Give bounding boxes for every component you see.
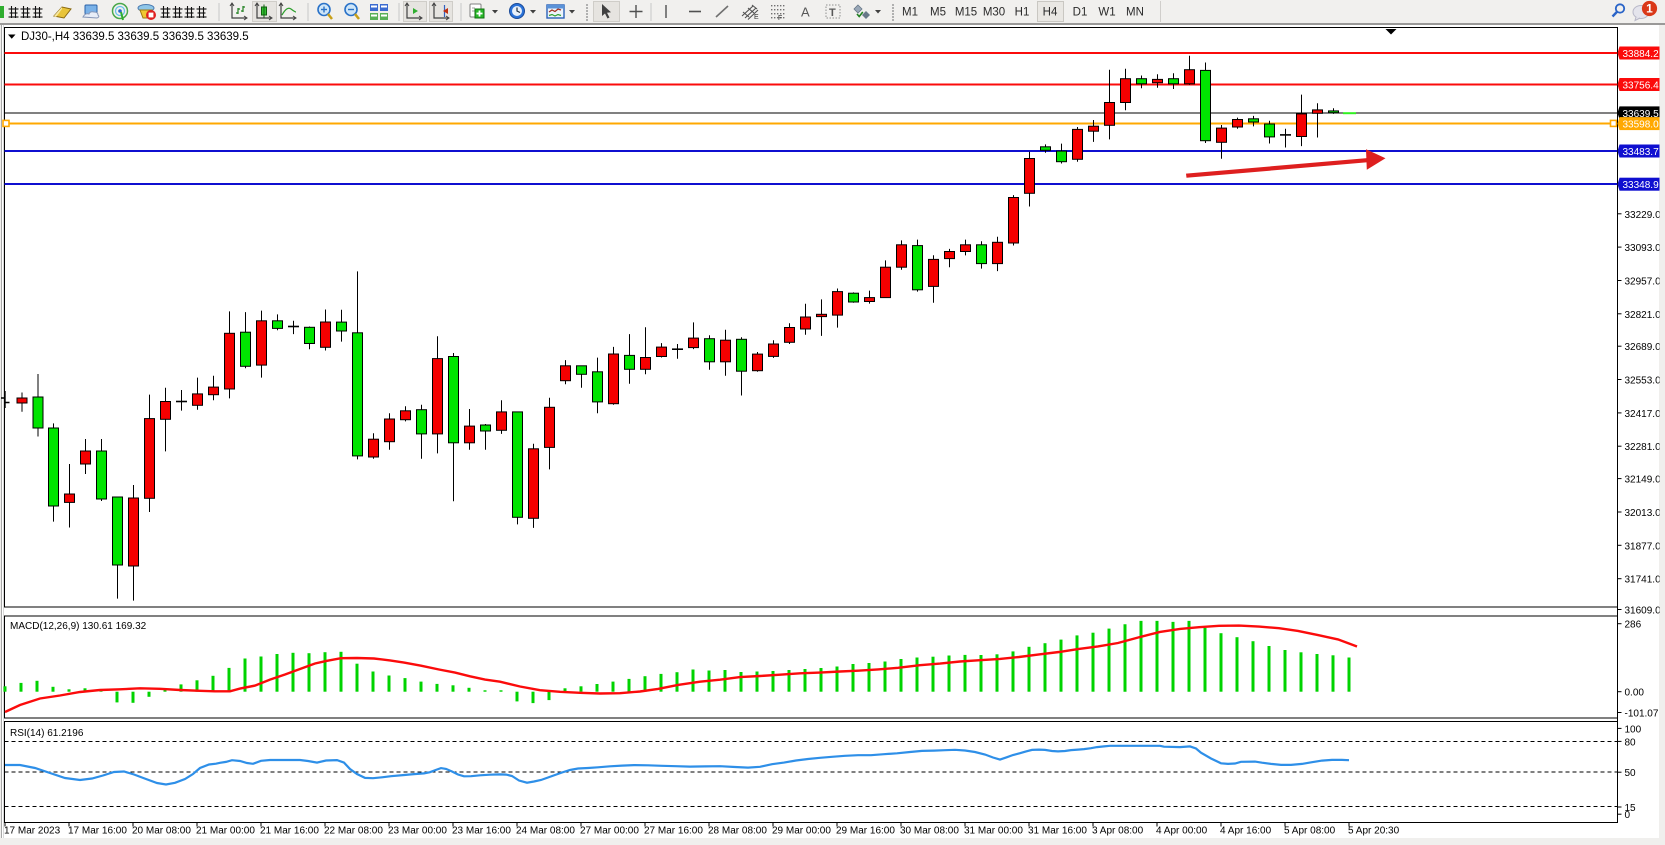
svg-text:E: E	[754, 14, 759, 21]
svg-text:32689.0: 32689.0	[1625, 342, 1662, 353]
svg-text:M5: M5	[930, 7, 946, 19]
svg-text:31 Mar 16:00: 31 Mar 16:00	[1028, 826, 1087, 837]
svg-text:17 Mar 16:00: 17 Mar 16:00	[68, 826, 127, 837]
svg-text:RSI(14) 61.2196: RSI(14) 61.2196	[10, 728, 84, 739]
svg-text:31 Mar 00:00: 31 Mar 00:00	[964, 826, 1023, 837]
svg-text:33348.9: 33348.9	[1623, 180, 1660, 191]
svg-text:31609.0: 31609.0	[1625, 606, 1662, 617]
svg-text:H4: H4	[1043, 7, 1058, 19]
svg-text:33884.2: 33884.2	[1623, 49, 1660, 60]
svg-text:DJ30-,H4 33639.5 33639.5 3363: DJ30-,H4 33639.5 33639.5 33639.5 33639.5	[21, 31, 249, 43]
svg-text:33093.0: 33093.0	[1625, 243, 1662, 254]
svg-text:F: F	[778, 15, 782, 22]
svg-text:4 Apr 16:00: 4 Apr 16:00	[1220, 826, 1272, 837]
svg-text:0: 0	[1625, 810, 1631, 821]
svg-text:-101.07: -101.07	[1625, 709, 1659, 720]
svg-text:MN: MN	[1126, 7, 1144, 19]
svg-text:MACD(12,26,9) 130.61 169.32: MACD(12,26,9) 130.61 169.32	[10, 621, 147, 632]
svg-text:3 Apr 08:00: 3 Apr 08:00	[1092, 826, 1144, 837]
svg-text:80: 80	[1625, 737, 1637, 748]
svg-text:29 Mar 16:00: 29 Mar 16:00	[836, 826, 895, 837]
svg-text:D1: D1	[1073, 7, 1088, 19]
svg-text:32281.0: 32281.0	[1625, 442, 1662, 453]
svg-text:5 Apr 20:30: 5 Apr 20:30	[1348, 826, 1400, 837]
svg-text:33229.0: 33229.0	[1625, 210, 1662, 221]
svg-text:T: T	[829, 7, 836, 19]
svg-text:31877.0: 31877.0	[1625, 541, 1662, 552]
svg-text:1: 1	[1646, 2, 1653, 16]
svg-text:22 Mar 08:00: 22 Mar 08:00	[324, 826, 383, 837]
svg-text:17 Mar 2023: 17 Mar 2023	[4, 826, 61, 837]
svg-text:27 Mar 00:00: 27 Mar 00:00	[580, 826, 639, 837]
svg-text:33598.0: 33598.0	[1623, 120, 1660, 131]
svg-text:33483.7: 33483.7	[1623, 147, 1660, 158]
svg-text:28 Mar 08:00: 28 Mar 08:00	[708, 826, 767, 837]
svg-text:A: A	[801, 5, 810, 20]
svg-text:20 Mar 08:00: 20 Mar 08:00	[132, 826, 191, 837]
svg-text:W1: W1	[1098, 7, 1115, 19]
svg-text:33756.4: 33756.4	[1623, 81, 1660, 92]
svg-text:M15: M15	[955, 7, 977, 19]
svg-text:32013.0: 32013.0	[1625, 508, 1662, 519]
svg-text:4 Apr 00:00: 4 Apr 00:00	[1156, 826, 1208, 837]
svg-text:M1: M1	[902, 7, 918, 19]
svg-text:M30: M30	[983, 7, 1005, 19]
svg-text:100: 100	[1625, 724, 1642, 735]
svg-text:H1: H1	[1015, 7, 1030, 19]
svg-text:50: 50	[1625, 768, 1637, 779]
svg-text:23 Mar 16:00: 23 Mar 16:00	[452, 826, 511, 837]
svg-text:32957.0: 32957.0	[1625, 277, 1662, 288]
svg-text:30 Mar 08:00: 30 Mar 08:00	[900, 826, 959, 837]
svg-text:286: 286	[1625, 620, 1642, 631]
svg-text:5 Apr 08:00: 5 Apr 08:00	[1284, 826, 1336, 837]
svg-text:0.00: 0.00	[1625, 688, 1645, 699]
svg-text:21 Mar 16:00: 21 Mar 16:00	[260, 826, 319, 837]
svg-text:32821.0: 32821.0	[1625, 310, 1662, 321]
svg-text:31741.0: 31741.0	[1625, 575, 1662, 586]
svg-text:29 Mar 00:00: 29 Mar 00:00	[772, 826, 831, 837]
svg-text:32553.0: 32553.0	[1625, 376, 1662, 387]
svg-text:32417.0: 32417.0	[1625, 409, 1662, 420]
svg-text:32149.0: 32149.0	[1625, 475, 1662, 486]
svg-text:27 Mar 16:00: 27 Mar 16:00	[644, 826, 703, 837]
svg-text:21 Mar 00:00: 21 Mar 00:00	[196, 826, 255, 837]
svg-text:15: 15	[1625, 803, 1637, 814]
svg-text:24 Mar 08:00: 24 Mar 08:00	[516, 826, 575, 837]
svg-text:33639.5: 33639.5	[1623, 109, 1660, 120]
svg-text:23 Mar 00:00: 23 Mar 00:00	[388, 826, 447, 837]
